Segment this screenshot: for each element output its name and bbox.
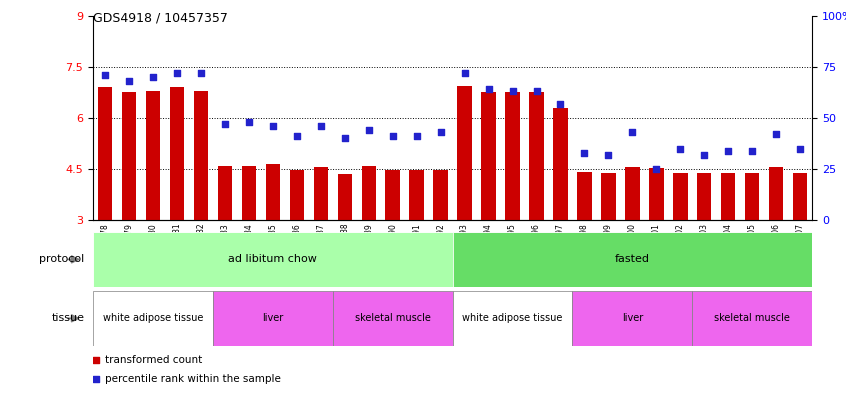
Point [530, 88, 543, 94]
Point [89, 356, 102, 363]
Bar [314, 167, 328, 220]
Bar [194, 91, 208, 220]
Bar [692, 291, 812, 346]
Bar [122, 92, 136, 220]
Point [386, 133, 399, 140]
Bar [93, 291, 213, 346]
Bar [93, 232, 453, 287]
Point [722, 147, 735, 154]
Bar [530, 92, 544, 220]
Point [625, 129, 639, 135]
Text: white adipose tissue: white adipose tissue [103, 313, 203, 323]
Text: transformed count: transformed count [105, 354, 202, 365]
Point [578, 149, 591, 156]
Bar [505, 92, 519, 220]
Bar [625, 167, 640, 220]
Text: skeletal muscle: skeletal muscle [354, 313, 431, 323]
Point [769, 131, 783, 138]
Bar [453, 232, 812, 287]
Bar [170, 87, 184, 220]
Point [314, 123, 327, 129]
Bar [266, 164, 280, 220]
Point [506, 88, 519, 94]
Bar [458, 86, 472, 220]
Point [673, 145, 687, 152]
Text: fasted: fasted [615, 254, 650, 264]
Bar [433, 170, 448, 220]
Text: percentile rank within the sample: percentile rank within the sample [105, 374, 280, 384]
Bar [386, 170, 400, 220]
Point [553, 101, 567, 107]
Point [434, 129, 448, 135]
Bar [146, 91, 160, 220]
Text: GDS4918 / 10457357: GDS4918 / 10457357 [93, 12, 228, 25]
Text: protocol: protocol [40, 254, 85, 264]
Text: liver: liver [622, 313, 643, 323]
Bar [409, 170, 424, 220]
Point [242, 119, 255, 125]
Bar [98, 87, 113, 220]
Point [170, 70, 184, 76]
Bar [745, 173, 760, 220]
Bar [697, 173, 711, 220]
Bar [793, 173, 807, 220]
Point [794, 145, 807, 152]
Bar [481, 92, 496, 220]
Point [290, 133, 304, 140]
Bar [338, 174, 352, 220]
Point [338, 135, 351, 141]
Bar [769, 167, 783, 220]
Point [409, 133, 423, 140]
Point [697, 152, 711, 158]
Bar [577, 172, 591, 220]
Point [89, 376, 102, 382]
Bar [573, 291, 692, 346]
Point [218, 121, 232, 127]
Bar [673, 173, 688, 220]
Point [98, 72, 112, 78]
Point [458, 70, 471, 76]
Point [194, 70, 207, 76]
Bar [242, 165, 256, 220]
Bar [649, 168, 663, 220]
Text: tissue: tissue [52, 313, 85, 323]
Point [146, 74, 160, 80]
Text: white adipose tissue: white adipose tissue [463, 313, 563, 323]
Bar [213, 291, 332, 346]
Bar [361, 165, 376, 220]
Bar [289, 170, 304, 220]
Bar [602, 173, 616, 220]
Bar [332, 291, 453, 346]
Text: skeletal muscle: skeletal muscle [714, 313, 790, 323]
Text: liver: liver [262, 313, 283, 323]
Bar [453, 291, 573, 346]
Point [745, 147, 759, 154]
Bar [217, 165, 232, 220]
Point [602, 152, 615, 158]
Bar [721, 173, 735, 220]
Bar [553, 108, 568, 220]
Point [266, 123, 279, 129]
Point [481, 86, 495, 92]
Text: ad libitum chow: ad libitum chow [228, 254, 317, 264]
Point [650, 166, 663, 172]
Point [362, 127, 376, 133]
Point [122, 78, 135, 84]
